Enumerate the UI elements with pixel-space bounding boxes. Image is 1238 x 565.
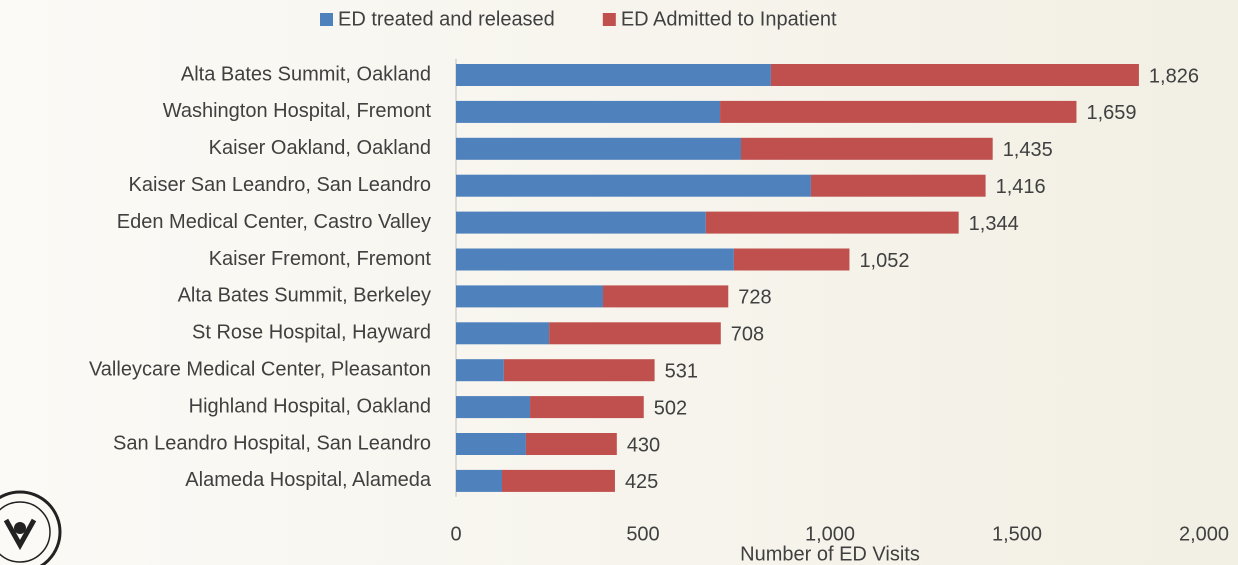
bar-segment [456,137,741,160]
bar-segment [810,174,986,197]
bar-segment [525,433,617,455]
total-label: 531 [665,360,698,382]
bar-segment [503,359,655,382]
bar-segment [733,248,850,271]
bar-segment [705,211,959,234]
x-tick-label: 0 [450,523,461,545]
bar-segment [456,285,603,308]
bar-segment [456,248,734,271]
y-tick-label: Alta Bates Summit, Oakland [181,63,431,85]
legend-swatch [602,13,616,26]
bar-segment [456,64,771,86]
legend-swatch [320,13,333,26]
legend-label: ED treated and released [338,8,555,30]
y-tick-label: Highland Hospital, Oakland [189,395,431,417]
y-tick-label: Kaiser Oakland, Oakland [209,137,431,159]
y-tick-label: Alta Bates Summit, Berkeley [178,285,431,307]
x-axis-title: Number of ED Visits [740,543,920,565]
bar-segment [456,396,531,419]
legend-label: ED Admitted to Inpatient [621,8,837,30]
bar-segment [456,174,811,197]
logo [0,490,62,565]
y-tick-label: St Rose Hospital, Hayward [192,322,431,344]
total-label: 1,826 [1149,65,1199,87]
y-tick-label: Alameda Hospital, Alameda [185,469,432,491]
bar-segment [456,359,504,382]
bar-segment [740,137,993,160]
bar-segment [456,433,526,455]
bar-segment [720,100,1077,123]
y-tick-label: Valleycare Medical Center, Pleasanton [89,358,431,380]
y-tick-label: Eden Medical Center, Castro Valley [117,211,431,233]
total-label: 1,344 [969,213,1019,235]
bar-segment [456,469,503,492]
x-tick-label: 500 [626,523,659,545]
total-label: 728 [738,287,771,309]
y-tick-label: Kaiser Fremont, Fremont [209,248,432,270]
total-label: 502 [654,397,687,419]
x-tick-label: 1,500 [992,523,1042,545]
bar-segment [530,396,644,419]
total-label: 1,416 [996,176,1046,198]
y-tick-label: Kaiser San Leandro, San Leandro [129,174,431,196]
y-tick-label: San Leandro Hospital, San Leandro [113,432,431,454]
bar-segment [549,322,721,345]
y-tick-label: Washington Hospital, Fremont [163,100,432,122]
bar-segment [502,469,615,492]
total-label: 430 [627,434,660,456]
total-label: 1,659 [1086,102,1136,124]
x-tick-label: 2,000 [1179,523,1229,545]
bar-segment [456,322,550,345]
x-tick-label: 1,000 [805,523,855,545]
total-label: 708 [731,324,764,346]
bar-segment [770,64,1139,86]
total-label: 1,435 [1003,139,1053,161]
bar-segment [456,100,721,123]
total-label: 425 [625,471,658,493]
total-label: 1,052 [859,250,909,272]
bar-segment [602,285,729,308]
bar-segment [456,211,706,234]
